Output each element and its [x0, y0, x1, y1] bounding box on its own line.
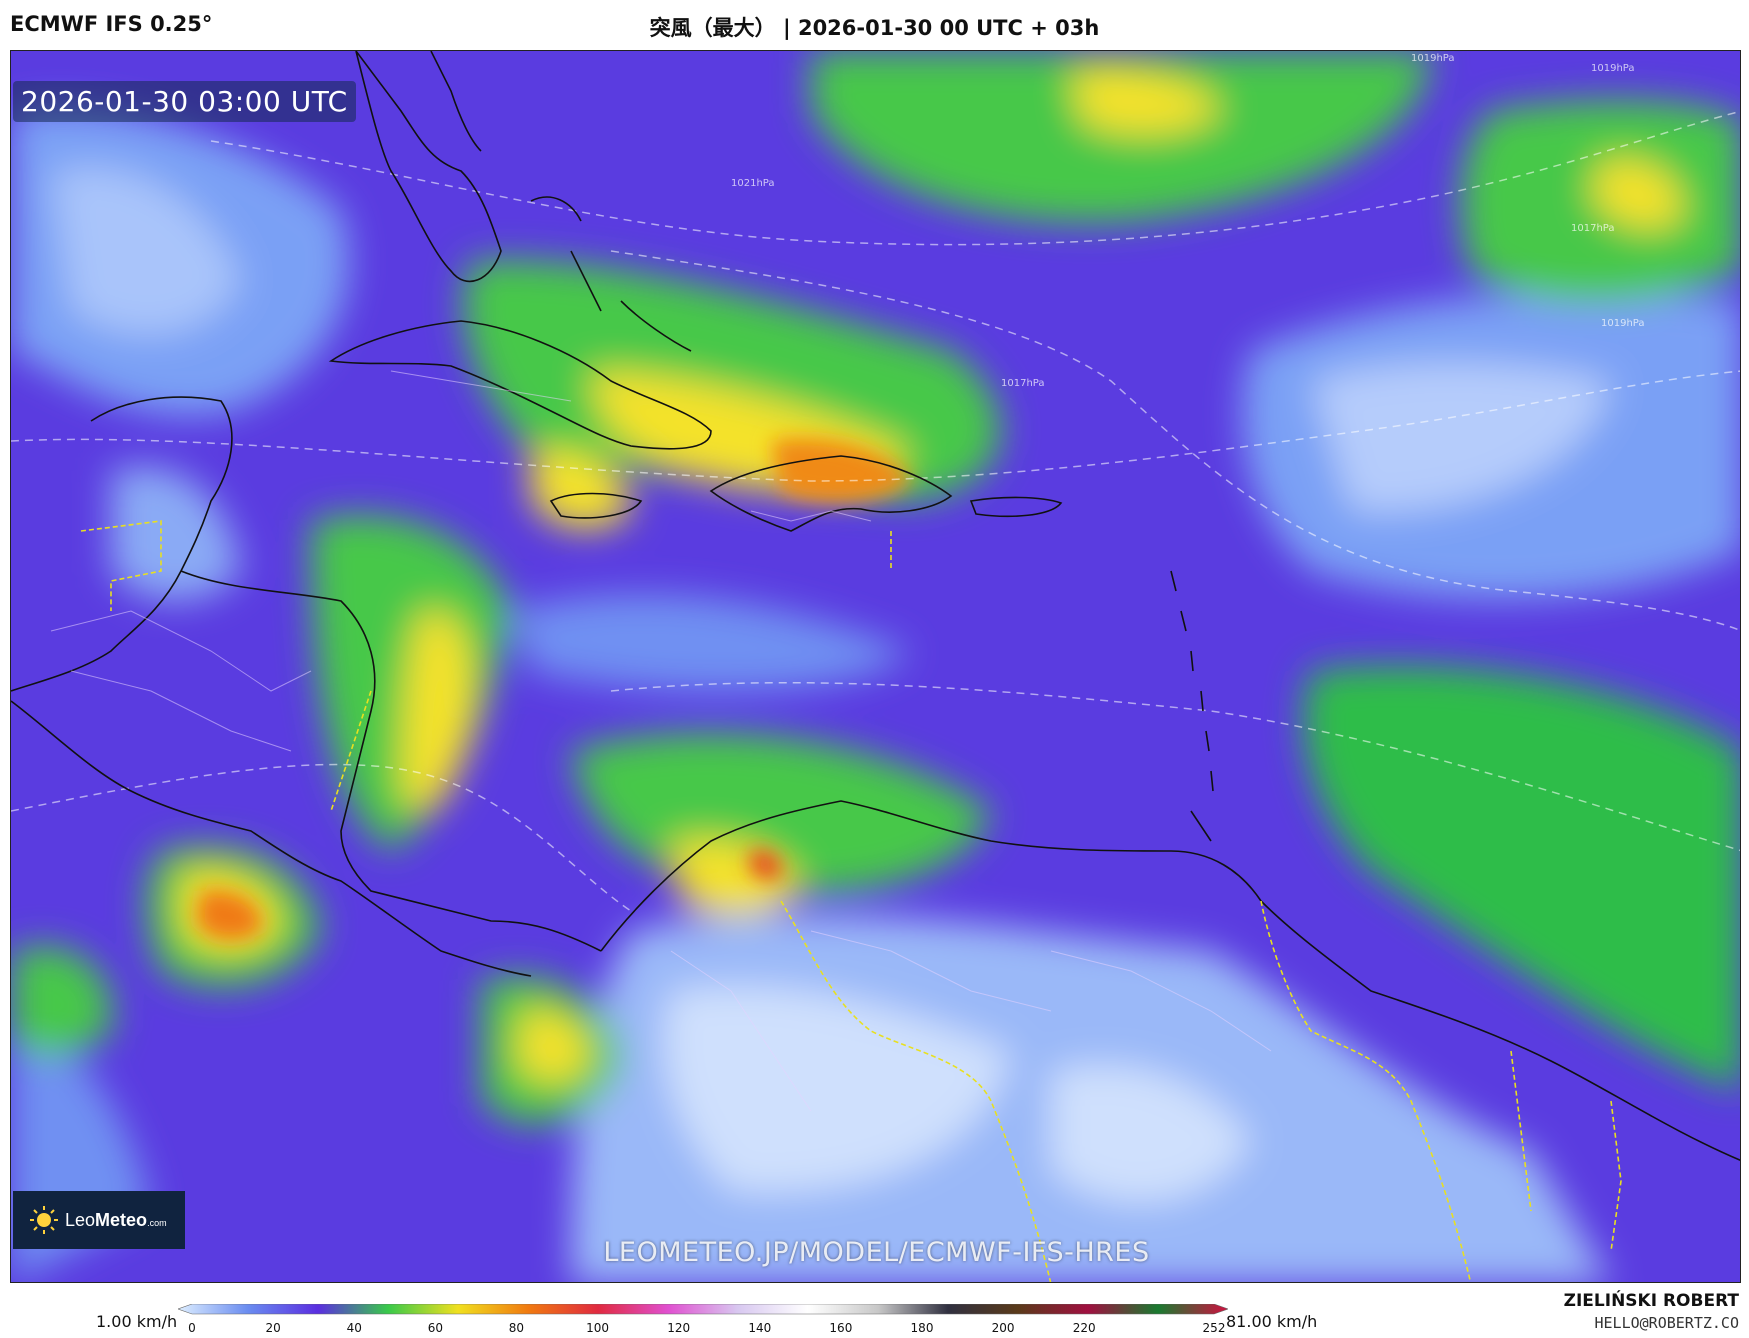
source-watermark: LEOMETEO.JP/MODEL/ECMWF-IFS-HRES [603, 1237, 1150, 1268]
coast-central-america [180, 570, 602, 952]
colorbar-tick-label: 140 [748, 1321, 771, 1335]
coastlines [11, 51, 1740, 1162]
colorbar: 0 20 40 60 80 100 120 140 160 180 200 220 252 [178, 1304, 1228, 1335]
coast-yucatan [11, 396, 233, 692]
coast-hispaniola [709, 455, 953, 532]
coast-south-america [600, 800, 1740, 1162]
borders [80, 520, 1622, 1282]
isobar-labels: 1021hPa 1017hPa 1017hPa 1019hPa 1019hPa … [731, 53, 1645, 389]
sun-icon [30, 1206, 58, 1234]
wind-gust-map[interactable]: 1021hPa 1017hPa 1017hPa 1019hPa 1019hPa … [10, 50, 1741, 1283]
footer: 1.00 km/h 0 20 40 60 80 100 120 140 160 180 200 220… [0, 1283, 1749, 1338]
map-title: 突風（最大） | 2026-01-30 00 UTC + 03h [649, 16, 1100, 40]
wind-field-peaks [196, 438, 911, 940]
colorbar-max-label: 81.00 km/h [1226, 1312, 1318, 1331]
map-canvas: 1021hPa 1017hPa 1017hPa 1019hPa 1019hPa … [11, 51, 1740, 1282]
isobar-label: 1019hPa [1591, 63, 1635, 74]
colorbar-tick-label: 120 [667, 1321, 690, 1335]
colorbar-tick-label: 80 [509, 1321, 524, 1335]
colorbar-tick-label: 200 [992, 1321, 1015, 1335]
header: ECMWF IFS 0.25° 突風（最大） | 2026-01-30 00 U… [0, 0, 1749, 50]
coast-puerto-rico [969, 496, 1063, 518]
isobar-label: 1017hPa [1001, 378, 1045, 389]
isobar-label: 1021hPa [731, 178, 775, 189]
coast-florida [355, 51, 502, 283]
colorbar-tick-label: 100 [586, 1321, 609, 1335]
colorbar-tick-label: 0 [188, 1321, 196, 1335]
colorbar-tick-label: 220 [1073, 1321, 1096, 1335]
colorbar-tick-label: 60 [428, 1321, 443, 1335]
isobar-label: 1019hPa [1601, 318, 1645, 329]
coast-cuba [328, 320, 712, 450]
wind-field [11, 51, 1740, 1282]
colorbar-ticks: 0 20 40 60 80 100 120 140 160 180 200 220 252 [188, 1321, 1225, 1335]
coast-jamaica [549, 492, 643, 519]
colorbar-tick-label: 20 [265, 1321, 280, 1335]
colorbar-tick-label: 252 [1203, 1321, 1226, 1335]
model-name: ECMWF IFS 0.25° [10, 12, 213, 36]
admin-borders [50, 370, 1272, 1112]
author-email[interactable]: HELLO@ROBERTZ.CO [1594, 1314, 1740, 1332]
isobar-label: 1017hPa [1571, 223, 1615, 234]
colorbar-tick-label: 160 [829, 1321, 852, 1335]
logo-text: LeoMeteo.com [65, 1209, 167, 1230]
colorbar-tick-label: 40 [347, 1321, 362, 1335]
isobar-label: 1019hPa [1411, 53, 1455, 64]
author-name: ZIELIŃSKI ROBERT [1563, 1291, 1739, 1311]
valid-time-badge: 2026-01-30 03:00 UTC [13, 81, 356, 122]
colorbar-min-label: 1.00 km/h [96, 1312, 178, 1331]
colorbar-tick-label: 180 [911, 1321, 934, 1335]
isobars [11, 110, 1740, 912]
leometeo-logo[interactable]: LeoMeteo.com [13, 1191, 185, 1249]
colorbar-bar [178, 1304, 1228, 1315]
